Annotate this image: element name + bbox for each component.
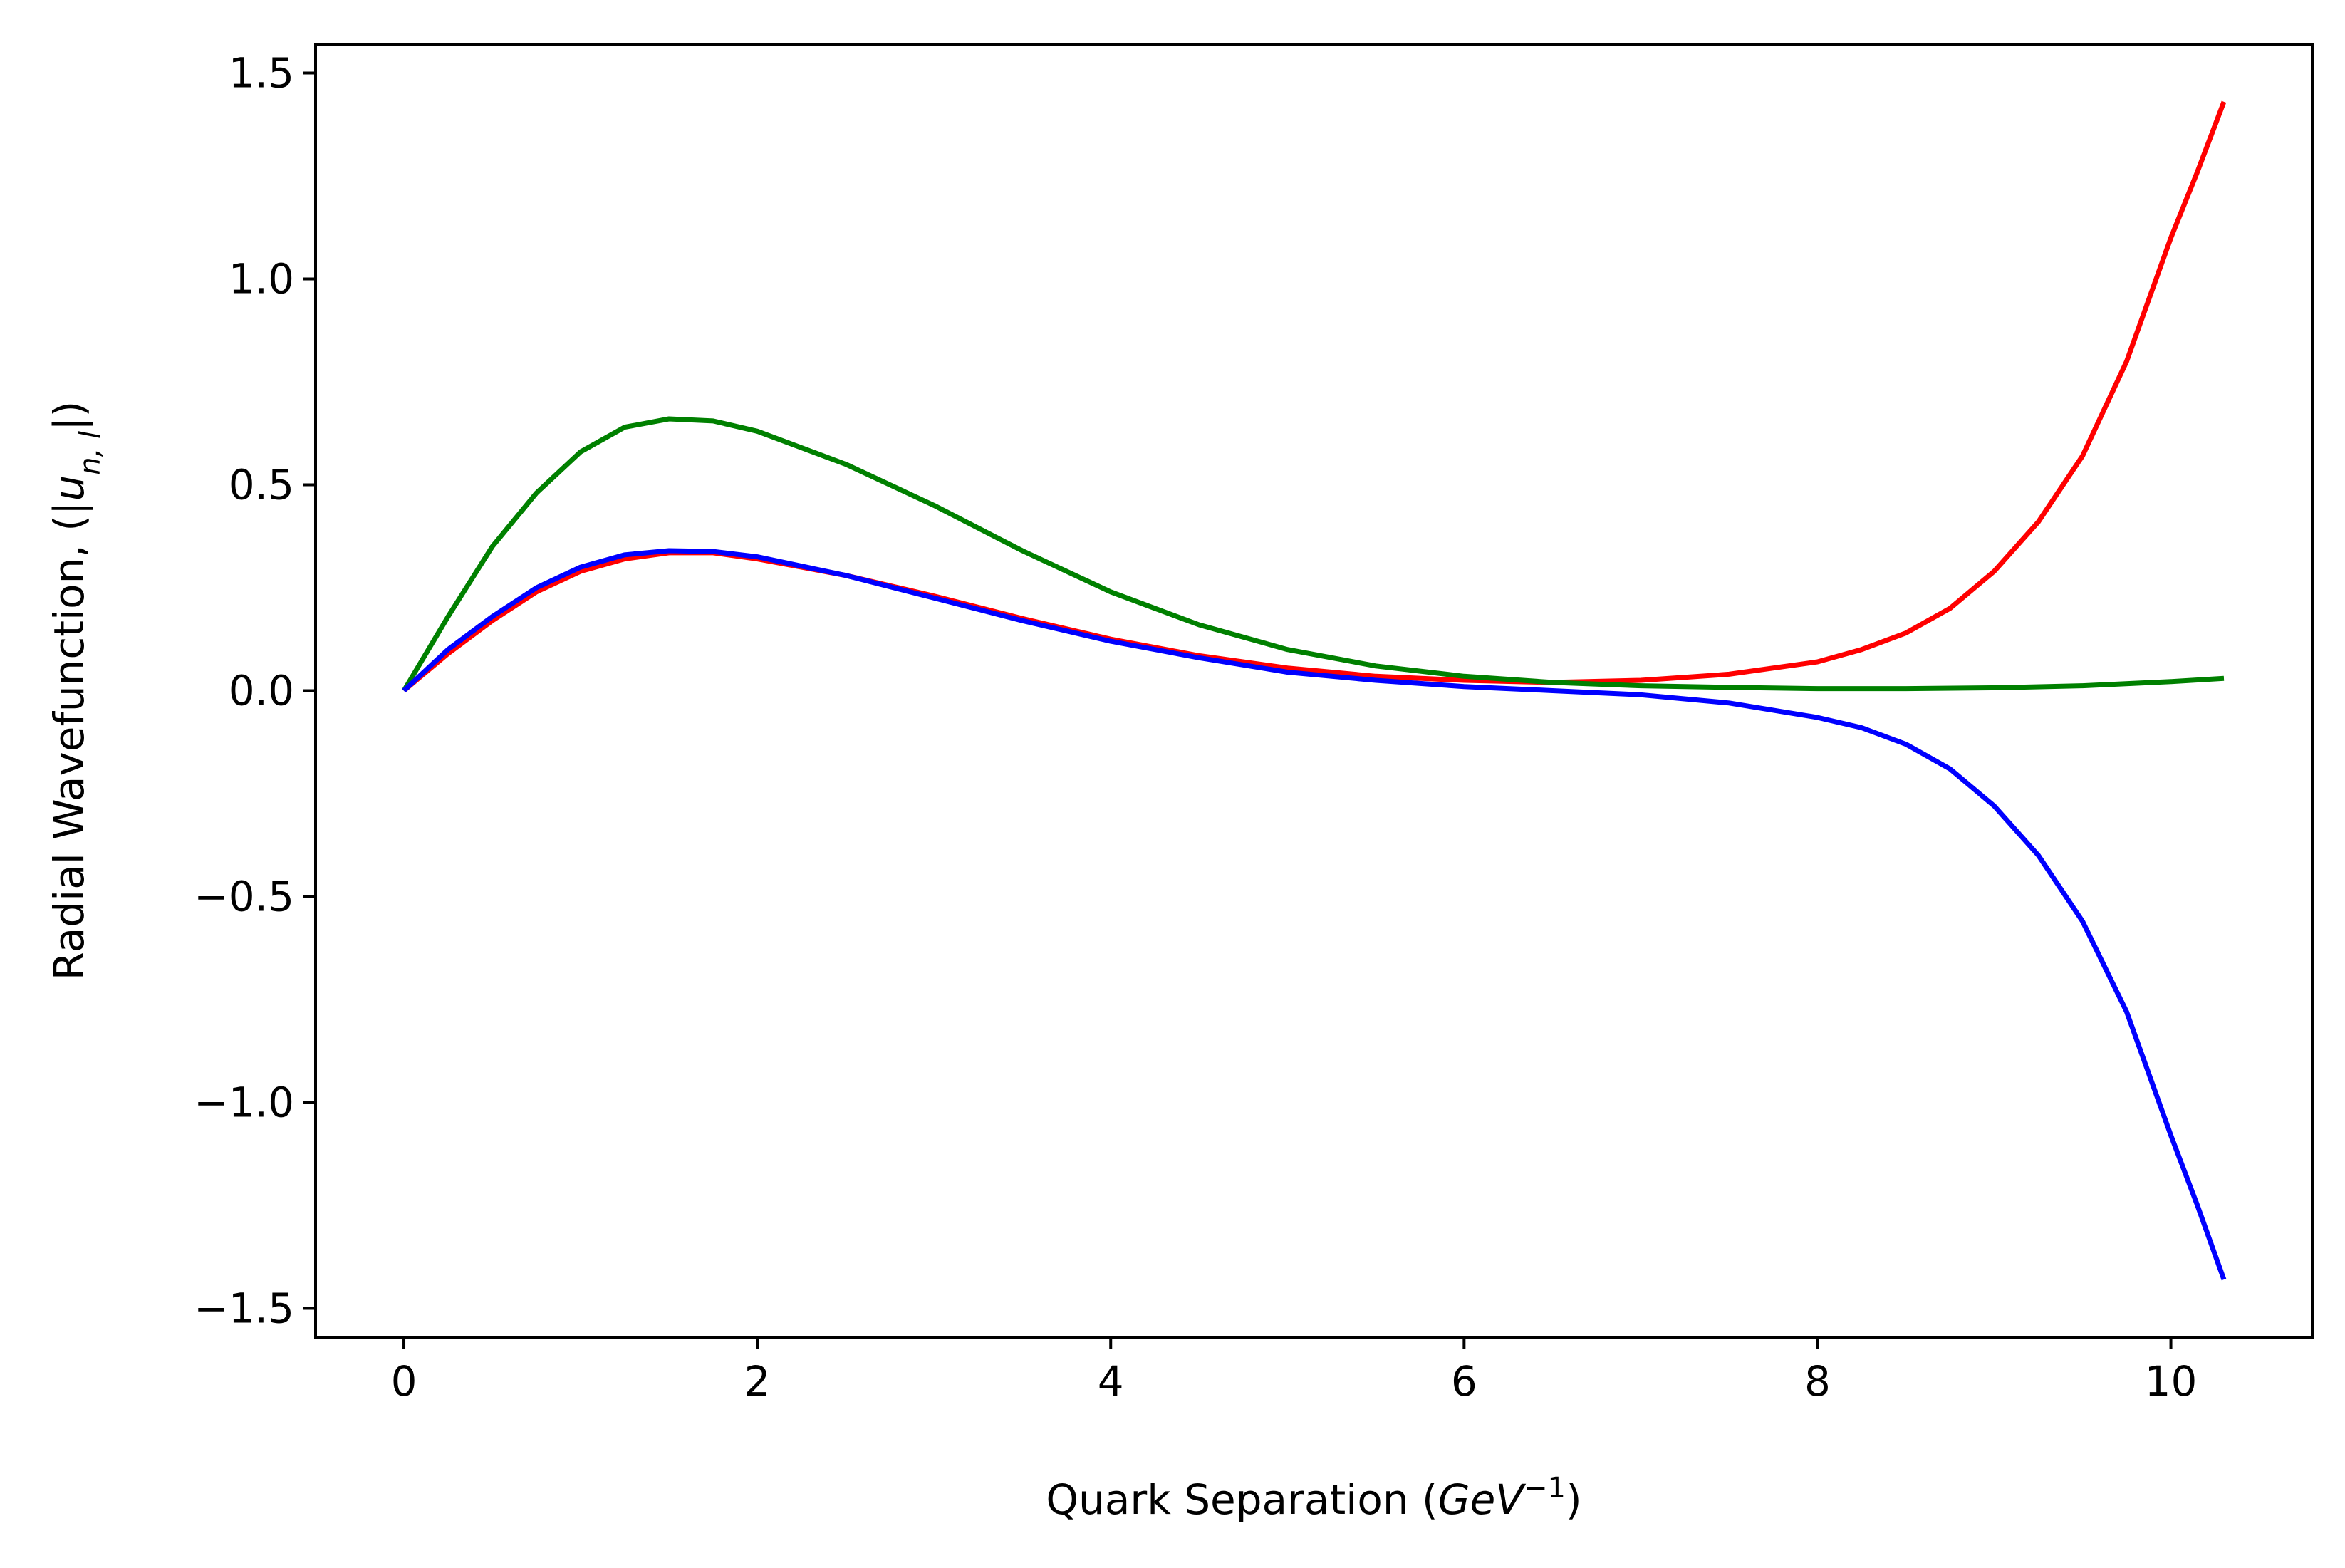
y-tick-label: −0.5: [194, 873, 294, 921]
y-axis-label: Radial Wavefunction, (|un, l|): [45, 401, 107, 981]
y-tick-label: 0.5: [229, 460, 294, 509]
y-axis-label-sub: n, l: [74, 431, 107, 475]
x-tick-label: 6: [1451, 1357, 1477, 1406]
y-tick-label: −1.5: [194, 1284, 294, 1333]
y-tick-label: 1.0: [229, 254, 294, 303]
y-axis-label-prefix: Radial Wavefunction, (|: [45, 502, 93, 981]
y-tick-label: 1.5: [229, 48, 294, 97]
y-tick-label: 0.0: [229, 667, 294, 715]
series-line-2: [401, 416, 2225, 692]
x-tick-label: 0: [391, 1357, 417, 1406]
x-axis-label: Quark Separation (GeV−1): [1046, 1472, 1581, 1524]
x-axis-label-sup: −1: [1524, 1472, 1566, 1505]
x-axis-label-suffix: ): [1566, 1475, 1582, 1524]
x-axis-ticks: 0 2 4 6 8 10: [391, 1337, 2198, 1406]
y-axis-label-suffix: |): [45, 401, 93, 431]
y-tick-label: −1.0: [194, 1079, 294, 1127]
series-line-1: [402, 100, 2227, 693]
y-axis-label-math: u: [45, 475, 93, 502]
y-axis-ticks: 1.5 1.0 0.5 0.0 −0.5 −1.0 −1.5: [194, 48, 316, 1333]
x-tick-label: 8: [1804, 1357, 1831, 1406]
x-tick-label: 2: [744, 1357, 771, 1406]
x-axis-label-prefix: Quark Separation (: [1046, 1475, 1437, 1524]
x-axis-label-math: GeV: [1438, 1475, 1527, 1524]
x-tick-label: 10: [2145, 1357, 2198, 1406]
series-line-3: [402, 548, 2227, 1281]
x-tick-label: 4: [1098, 1357, 1124, 1406]
series-layer: [401, 100, 2227, 1281]
